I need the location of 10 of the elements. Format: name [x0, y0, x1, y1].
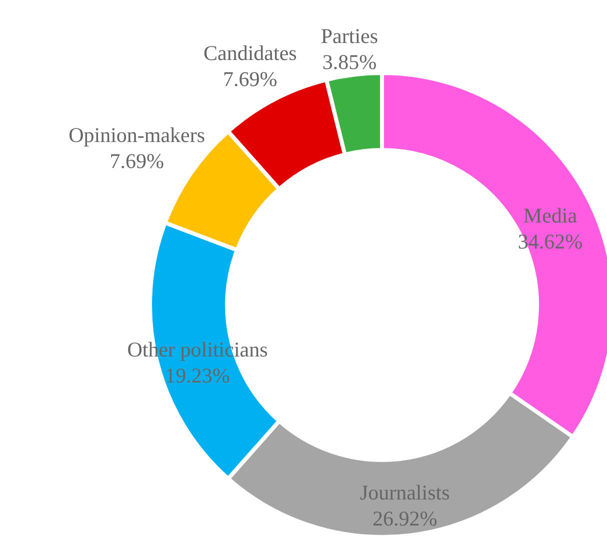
slice-label: Candidates [204, 40, 297, 65]
data-label: 3.85% [322, 50, 377, 74]
slice-label: Journalists [360, 480, 450, 505]
data-label: 7.69% [110, 148, 164, 173]
data-label: 19.23% [165, 363, 230, 388]
slice-label: Parties [320, 24, 378, 48]
data-label: 26.92% [372, 506, 438, 531]
data-label: 7.69% [223, 66, 278, 91]
slice-label: Media [523, 204, 578, 228]
slice-label: Opinion-makers [68, 122, 206, 147]
